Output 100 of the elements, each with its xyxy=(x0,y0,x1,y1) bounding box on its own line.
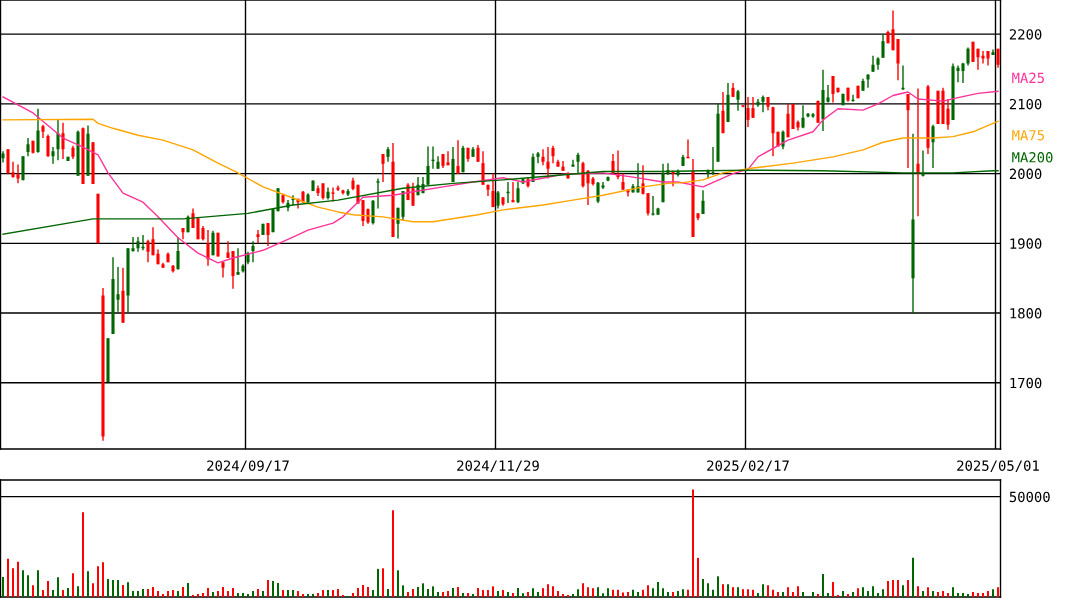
candlestick xyxy=(381,153,385,183)
bar xyxy=(422,583,424,597)
series-label: MA25 xyxy=(1012,72,1044,84)
bar xyxy=(582,583,584,597)
bar xyxy=(52,589,54,597)
bar xyxy=(567,594,569,597)
y-tick-label: 1700 xyxy=(1010,377,1042,389)
bar xyxy=(242,592,244,597)
bar xyxy=(72,573,74,597)
candlestick xyxy=(236,247,240,276)
bar xyxy=(992,589,994,597)
bar xyxy=(822,574,824,597)
bar xyxy=(507,591,509,597)
bar xyxy=(987,590,989,597)
bar xyxy=(267,579,269,597)
candlestick xyxy=(611,153,615,175)
bar xyxy=(292,589,294,597)
candlestick xyxy=(251,240,255,263)
bar xyxy=(312,593,314,597)
x-tick-label: 2025/05/01 xyxy=(957,460,1039,473)
bar xyxy=(702,578,704,597)
bar xyxy=(22,570,24,597)
bar xyxy=(487,589,489,597)
candlestick xyxy=(36,108,40,154)
bar xyxy=(457,586,459,597)
candlestick xyxy=(721,91,725,134)
bar xyxy=(592,588,594,597)
bar xyxy=(12,568,14,597)
bar xyxy=(912,557,914,597)
bar xyxy=(652,588,654,597)
bar xyxy=(717,576,719,597)
bar xyxy=(672,591,674,597)
candlestick xyxy=(966,46,970,67)
bar xyxy=(887,580,889,597)
candlestick xyxy=(916,87,920,217)
bar xyxy=(397,570,399,597)
bar xyxy=(32,585,34,597)
bar xyxy=(147,588,149,597)
bar xyxy=(117,579,119,597)
bar xyxy=(977,592,979,597)
bar xyxy=(317,592,319,597)
candlestick xyxy=(536,151,540,164)
bar xyxy=(657,581,659,597)
y-tick-label: 2100 xyxy=(1009,98,1042,110)
bar xyxy=(387,588,389,597)
candlestick xyxy=(181,227,185,240)
bar xyxy=(277,582,279,597)
bar xyxy=(432,586,434,597)
x-tick-label: 2025/02/17 xyxy=(707,460,789,473)
bar xyxy=(17,561,19,597)
bar xyxy=(112,579,114,597)
bar xyxy=(967,593,969,597)
bar xyxy=(532,588,534,597)
bar xyxy=(152,586,154,597)
bar xyxy=(687,589,689,597)
candlestick xyxy=(756,98,760,108)
candlestick xyxy=(481,150,485,186)
bar xyxy=(287,589,289,597)
bar xyxy=(162,593,164,597)
bar xyxy=(667,591,669,597)
bar xyxy=(202,592,204,597)
bar xyxy=(132,590,134,597)
bar xyxy=(897,579,899,597)
bar xyxy=(102,562,104,597)
bar xyxy=(842,590,844,597)
candlestick xyxy=(51,146,55,165)
bar xyxy=(462,592,464,597)
bar xyxy=(947,592,949,597)
bar xyxy=(902,585,904,597)
bar xyxy=(247,593,249,597)
candlestick xyxy=(571,158,575,168)
bar xyxy=(817,593,819,597)
bar xyxy=(797,586,799,597)
bar xyxy=(787,587,789,597)
candlestick xyxy=(686,138,690,159)
bar xyxy=(127,582,129,597)
bar xyxy=(972,591,974,597)
bar xyxy=(57,577,59,597)
bar xyxy=(427,588,429,597)
candlestick xyxy=(56,119,60,162)
bar xyxy=(27,575,29,597)
bar xyxy=(587,587,589,597)
bar xyxy=(607,588,609,597)
bar xyxy=(252,590,254,597)
bar xyxy=(917,586,919,597)
line-series xyxy=(2,118,999,223)
candlestick xyxy=(456,139,460,175)
candlestick xyxy=(901,64,905,91)
bar xyxy=(97,566,99,597)
candlestick xyxy=(21,155,25,182)
bar xyxy=(742,589,744,597)
bar xyxy=(772,589,774,597)
bar xyxy=(847,593,849,597)
bar xyxy=(662,588,664,597)
bar xyxy=(697,557,699,597)
candlestick xyxy=(331,186,335,203)
candlestick xyxy=(266,222,270,247)
bar xyxy=(832,581,834,597)
bar xyxy=(362,584,364,597)
bar xyxy=(527,591,529,597)
